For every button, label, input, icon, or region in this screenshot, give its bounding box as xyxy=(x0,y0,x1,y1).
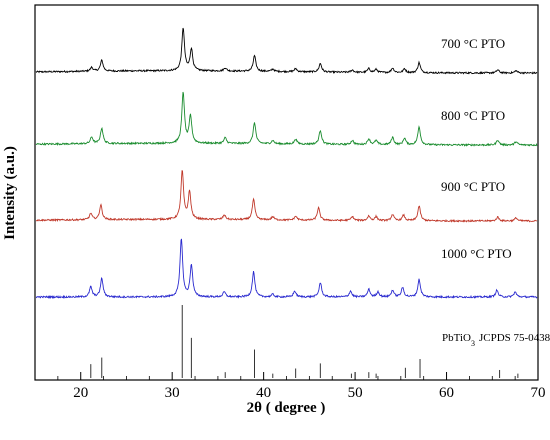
x-tick-label: 20 xyxy=(73,385,88,401)
series-label: 800 °C PTO xyxy=(441,108,505,123)
reference-label: PbTiO3 JCPDS 75-0438 xyxy=(442,332,550,348)
series-line xyxy=(35,238,538,300)
x-tick-label: 70 xyxy=(531,385,546,401)
series-line xyxy=(35,91,538,147)
reference-lines xyxy=(90,305,519,378)
x-tick-label: 60 xyxy=(439,385,454,401)
series-labels: 700 °C PTO 800 °C PTO 900 °C PTO 1000 °C PT… xyxy=(441,36,550,348)
series-label: 700 °C PTO xyxy=(441,36,505,51)
y-axis-title: Intensity (a.u.) xyxy=(2,146,18,240)
series-layer xyxy=(35,27,538,300)
x-axis-ticks: 20 30 40 50 60 70 xyxy=(57,372,546,401)
x-tick-label: 50 xyxy=(348,385,363,401)
series-line xyxy=(35,170,538,223)
series-label: 1000 °C PTO xyxy=(441,246,512,261)
x-tick-label: 40 xyxy=(256,385,271,401)
x-tick-label: 30 xyxy=(165,385,180,401)
series-line xyxy=(35,27,538,75)
x-axis-title: 2θ ( degree ) xyxy=(247,400,326,416)
series-label: 900 °C PTO xyxy=(441,179,505,194)
